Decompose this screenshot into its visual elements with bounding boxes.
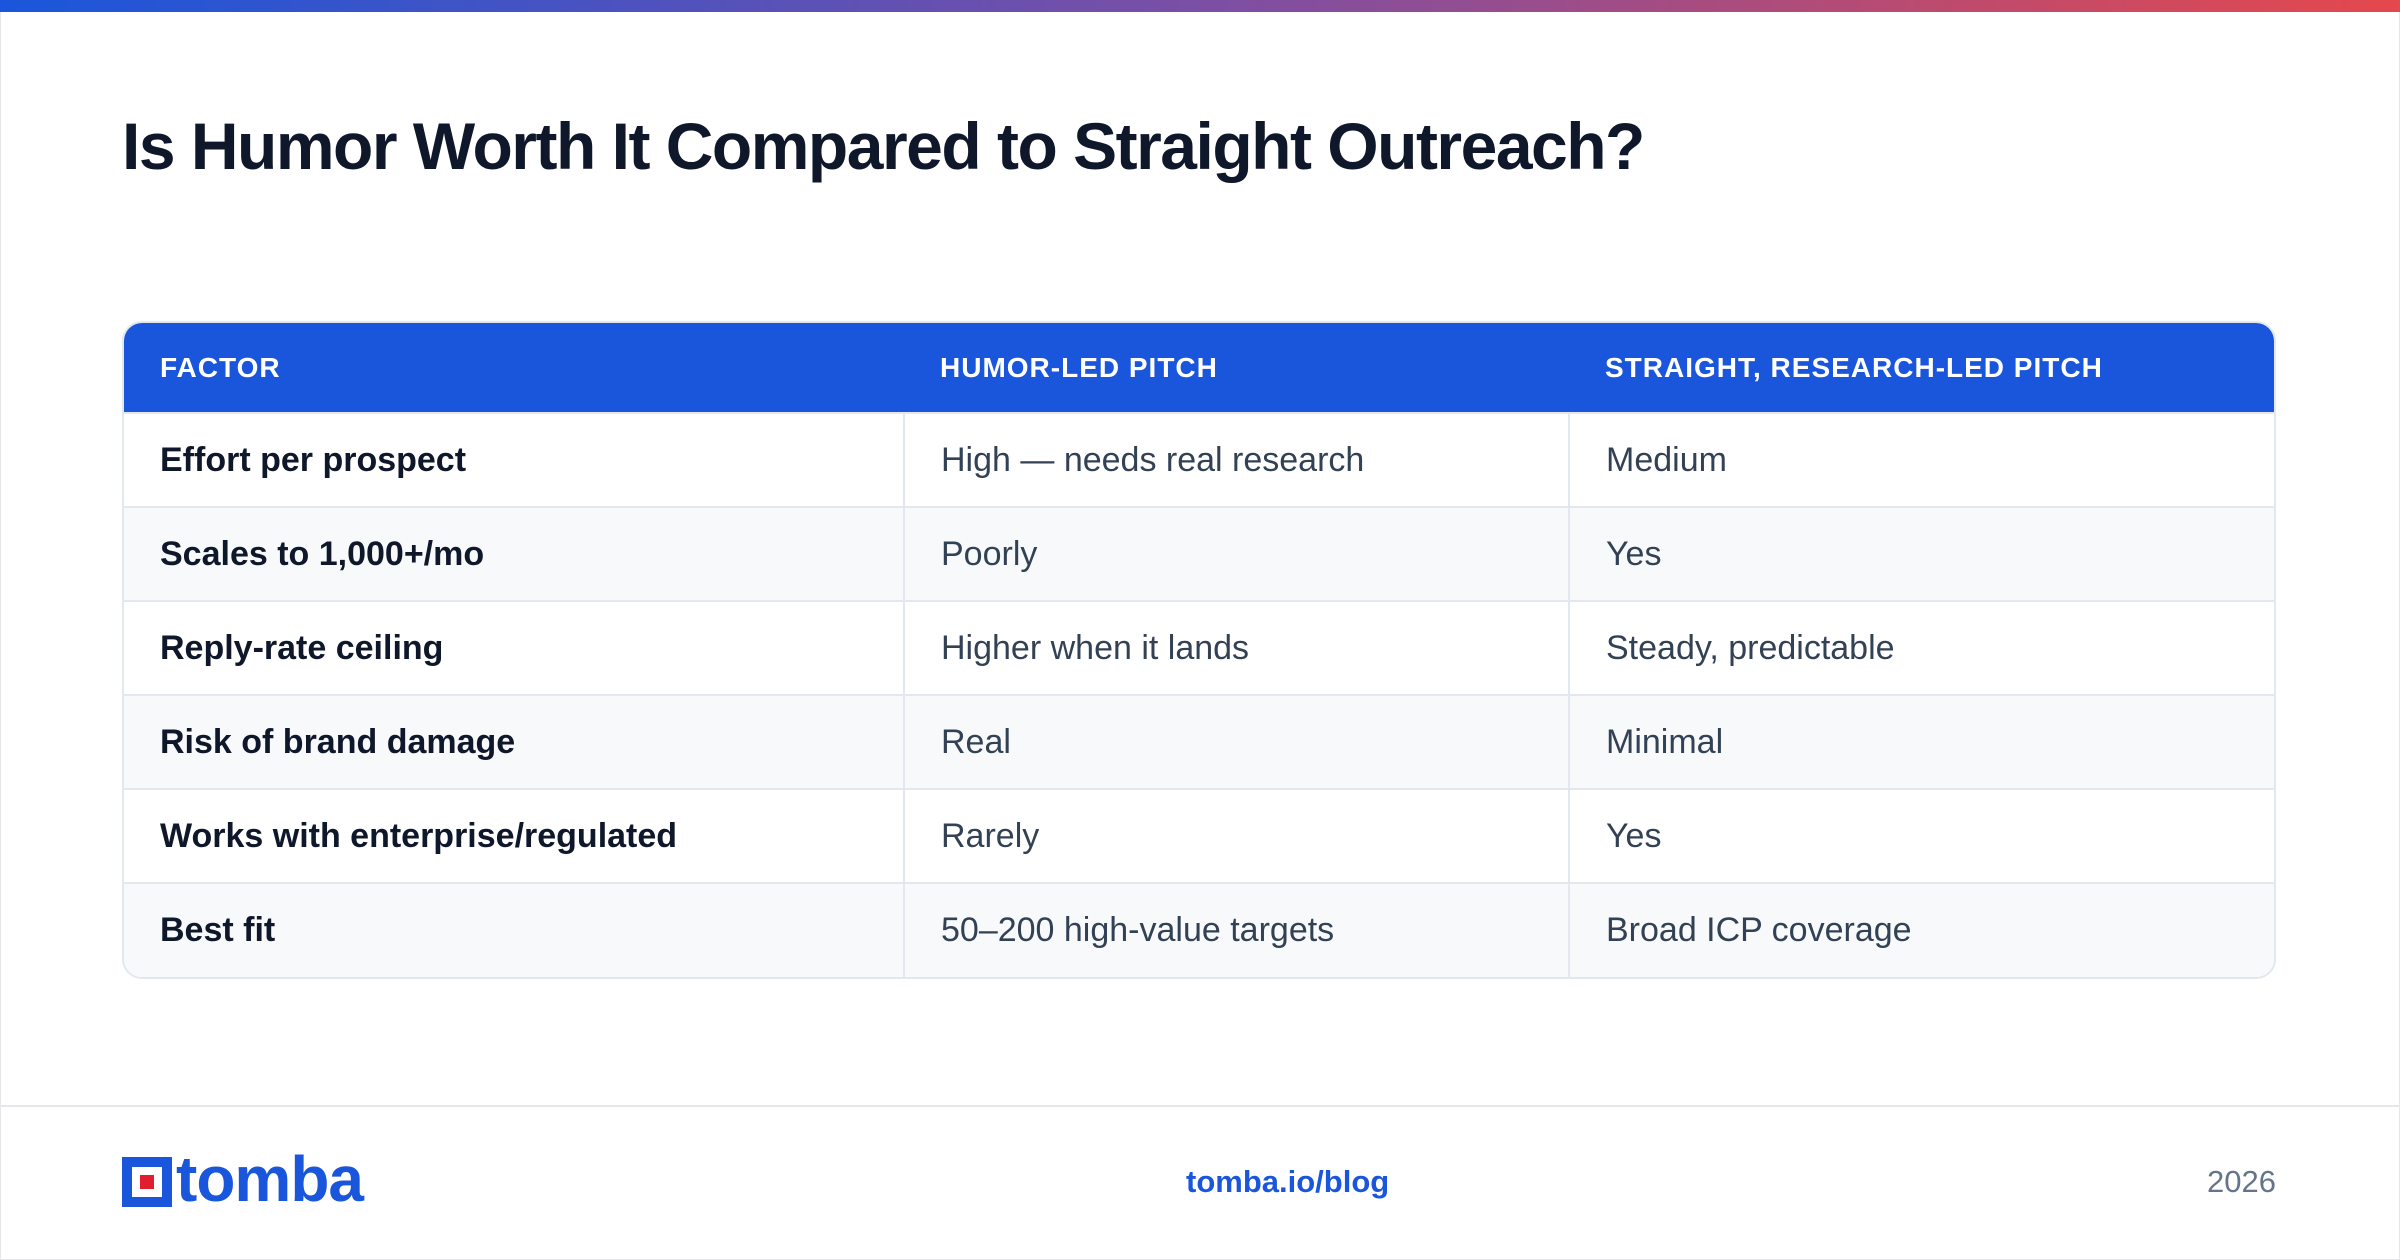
table-row: Best fit 50–200 high-value targets Broad…: [124, 882, 2274, 977]
header-humor-led-pitch: HUMOR-LED PITCH: [904, 323, 1569, 413]
humor-cell: Real: [903, 694, 1569, 789]
humor-cell: High — needs real research: [903, 412, 1569, 507]
tomba-logo-icon: [122, 1157, 172, 1207]
table-row: Risk of brand damage Real Minimal: [124, 694, 2274, 789]
straight-cell: Broad ICP coverage: [1568, 882, 2274, 977]
footer-divider: [0, 1105, 2400, 1107]
blog-link[interactable]: tomba.io/blog: [1186, 1164, 1390, 1199]
footer-year: 2026: [2207, 1164, 2276, 1199]
humor-cell: 50–200 high-value targets: [903, 882, 1569, 977]
top-gradient-bar: [0, 0, 2400, 12]
factor-cell: Best fit: [124, 882, 904, 977]
page-title: Is Humor Worth It Compared to Straight O…: [122, 109, 1645, 183]
straight-cell: Medium: [1568, 412, 2274, 507]
humor-cell: Poorly: [903, 506, 1569, 601]
header-factor: FACTOR: [124, 323, 904, 413]
factor-cell: Risk of brand damage: [124, 694, 904, 789]
factor-cell: Reply-rate ceiling: [124, 600, 904, 695]
header-straight-pitch: STRAIGHT, RESEARCH-LED PITCH: [1569, 323, 2274, 413]
straight-cell: Minimal: [1568, 694, 2274, 789]
tomba-logo-text: tomba: [176, 1143, 364, 1215]
table-header-row: FACTOR HUMOR-LED PITCH STRAIGHT, RESEARC…: [124, 323, 2274, 413]
humor-cell: Higher when it lands: [903, 600, 1569, 695]
straight-cell: Steady, predictable: [1568, 600, 2274, 695]
factor-cell: Effort per prospect: [124, 412, 904, 507]
table-row: Reply-rate ceiling Higher when it lands …: [124, 600, 2274, 695]
table-row: Works with enterprise/regulated Rarely Y…: [124, 788, 2274, 883]
table-row: Effort per prospect High — needs real re…: [124, 412, 2274, 507]
tomba-logo[interactable]: tomba: [122, 1147, 364, 1211]
straight-cell: Yes: [1568, 506, 2274, 601]
table-row: Scales to 1,000+/mo Poorly Yes: [124, 506, 2274, 601]
factor-cell: Scales to 1,000+/mo: [124, 506, 904, 601]
comparison-table: FACTOR HUMOR-LED PITCH STRAIGHT, RESEARC…: [122, 321, 2276, 979]
factor-cell: Works with enterprise/regulated: [124, 788, 904, 883]
humor-cell: Rarely: [903, 788, 1569, 883]
straight-cell: Yes: [1568, 788, 2274, 883]
